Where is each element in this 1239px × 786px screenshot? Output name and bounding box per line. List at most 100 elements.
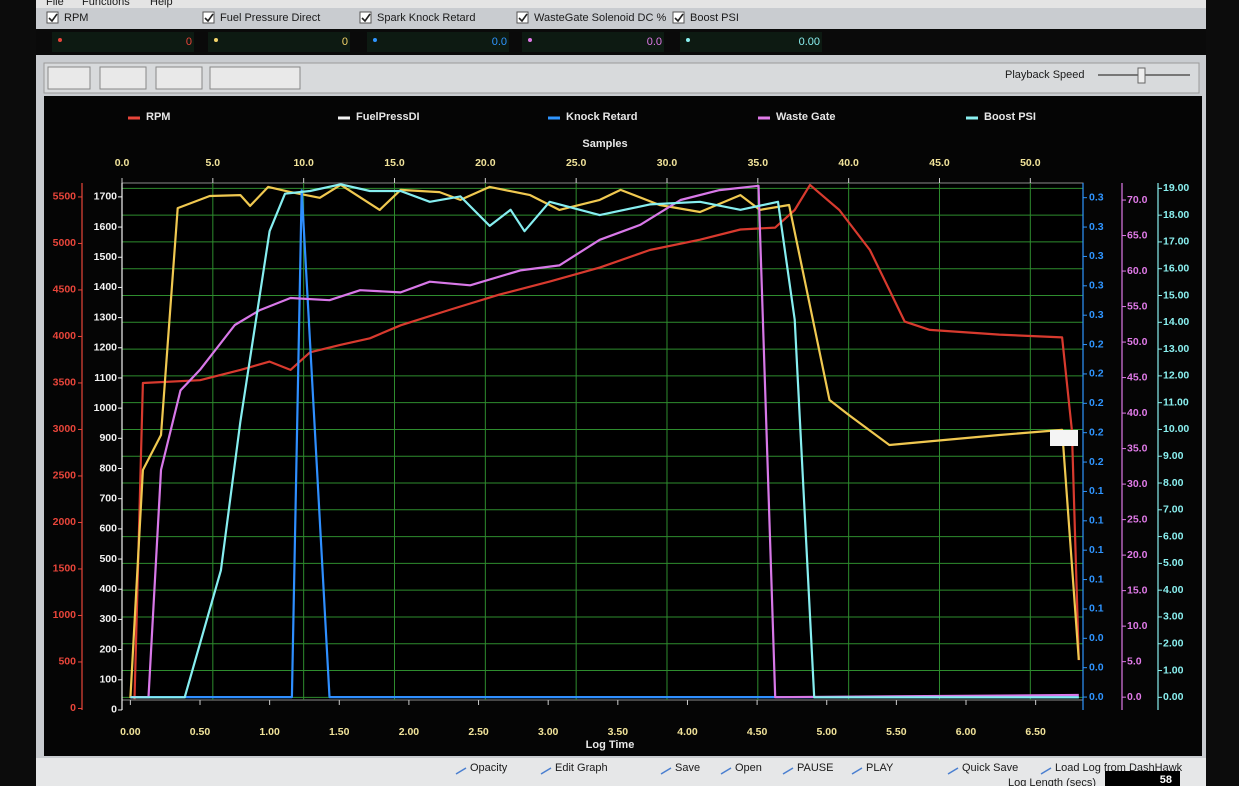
channel-checkbox[interactable] [516, 11, 529, 24]
tool-button[interactable] [47, 66, 91, 90]
y-tick-label: 0.0 [1089, 691, 1104, 703]
toolbar-button[interactable]: PAUSE [797, 762, 833, 774]
button-icon [851, 767, 863, 775]
y-tick-label: 0.2 [1089, 397, 1104, 409]
y-tick-label: 1300 [94, 311, 118, 323]
bottom-bar [36, 758, 1206, 786]
menu-item[interactable]: File [46, 0, 64, 8]
y-tick-label: 15.00 [1163, 289, 1189, 301]
y-tick-label: 0.3 [1089, 250, 1104, 262]
channel-readout: 0 [186, 36, 192, 48]
y-tick-label: 2.00 [1163, 638, 1184, 650]
y-tick-label: 0.2 [1089, 368, 1104, 380]
button-icon [947, 767, 959, 775]
legend-label: Knock Retard [566, 111, 638, 123]
checkmark [674, 13, 684, 23]
y-tick-label: 19.00 [1163, 182, 1189, 194]
x-tick-label: 2.00 [399, 726, 420, 738]
tool-button[interactable] [209, 66, 301, 90]
y-tick-label: 0.3 [1089, 309, 1104, 321]
y-tick-label: 3500 [53, 377, 77, 389]
y-tick-label: 5000 [53, 237, 77, 249]
readout-bg [522, 32, 664, 52]
y-tick-label: 1700 [94, 191, 118, 203]
log-length-box [1105, 771, 1180, 786]
y-tick-label: 13.00 [1163, 343, 1189, 355]
legend-label: FuelPressDI [356, 111, 420, 123]
x2-tick-label: 20.0 [475, 157, 496, 169]
readout-bg [680, 32, 822, 52]
y-tick-label: 500 [99, 553, 117, 565]
channel-label: WasteGate Solenoid DC % [534, 12, 666, 24]
y-tick-label: 2500 [53, 470, 77, 482]
y-tick-label: 1.00 [1163, 664, 1184, 676]
toolbar-button[interactable]: Edit Graph [555, 762, 608, 774]
y-tick-label: 0.1 [1089, 603, 1104, 615]
readout-bg [367, 32, 509, 52]
series-line [129, 183, 1080, 698]
legend-label: Boost PSI [984, 111, 1036, 123]
y-tick-label: 1600 [94, 221, 118, 233]
channel-readout: 0.0 [647, 36, 662, 48]
channel-checkbox[interactable] [46, 11, 59, 24]
menu-item[interactable]: Help [150, 0, 173, 8]
x2-tick-label: 50.0 [1020, 157, 1041, 169]
y-tick-label: 800 [99, 462, 117, 474]
channel-label: RPM [64, 12, 88, 24]
legend-label: RPM [146, 111, 170, 123]
channel-checkbox[interactable] [359, 11, 372, 24]
x2-axis-title: Samples [582, 138, 627, 150]
toolbar-button[interactable]: PLAY [866, 762, 894, 774]
checkmark [204, 13, 214, 23]
y-tick-label: 1000 [94, 402, 118, 414]
x-tick-label: 0.00 [120, 726, 141, 738]
x-tick-label: 5.50 [886, 726, 907, 738]
y-tick-label: 100 [99, 674, 117, 686]
toolbar-button[interactable]: Quick Save [962, 762, 1018, 774]
channel-readout: 0 [342, 36, 348, 48]
tool-button[interactable] [99, 66, 147, 90]
y-tick-label: 0.2 [1089, 456, 1104, 468]
y-tick-label: 8.00 [1163, 477, 1184, 489]
y-tick-label: 0.1 [1089, 573, 1104, 585]
x2-tick-label: 10.0 [293, 157, 314, 169]
x-tick-label: 2.50 [468, 726, 489, 738]
y-tick-label: 18.00 [1163, 209, 1189, 221]
checkmark [48, 13, 58, 23]
channel-label: Boost PSI [690, 12, 739, 24]
cursor-marker [1050, 430, 1078, 446]
readout-dot [373, 38, 377, 42]
x-tick-label: 1.50 [329, 726, 350, 738]
y-tick-label: 10.00 [1163, 423, 1189, 435]
menu-item[interactable]: Functions [82, 0, 130, 8]
tool-button[interactable] [155, 66, 203, 90]
toolbar-button[interactable]: Save [675, 762, 700, 774]
y-tick-label: 40.0 [1127, 407, 1148, 419]
toolbar-button[interactable]: Opacity [470, 762, 508, 774]
y-tick-label: 14.00 [1163, 316, 1189, 328]
channel-checkbox[interactable] [202, 11, 215, 24]
y-tick-label: 200 [99, 643, 117, 655]
legend-label: Waste Gate [776, 111, 836, 123]
button-icon [455, 767, 467, 775]
y-tick-label: 900 [99, 432, 117, 444]
button-icon [660, 767, 672, 775]
x-tick-label: 1.00 [259, 726, 280, 738]
x2-tick-label: 35.0 [748, 157, 769, 169]
channel-checkbox[interactable] [672, 11, 685, 24]
speed-slider-thumb[interactable] [1137, 67, 1146, 84]
readout-dot [58, 38, 62, 42]
y-tick-label: 5500 [53, 191, 77, 203]
y-tick-label: 16.00 [1163, 263, 1189, 275]
toolbar-button[interactable]: Load Log from DashHawk [1055, 762, 1183, 774]
readout-bg [52, 32, 194, 52]
toolbar-button[interactable]: Open [735, 762, 762, 774]
readout-dot [214, 38, 218, 42]
y-tick-label: 700 [99, 492, 117, 504]
y-tick-label: 0.1 [1089, 544, 1104, 556]
y-tick-label: 1500 [53, 563, 77, 575]
log-length-value: 58 [1160, 774, 1172, 786]
y-tick-label: 15.0 [1127, 584, 1148, 596]
y-tick-label: 60.0 [1127, 265, 1148, 277]
